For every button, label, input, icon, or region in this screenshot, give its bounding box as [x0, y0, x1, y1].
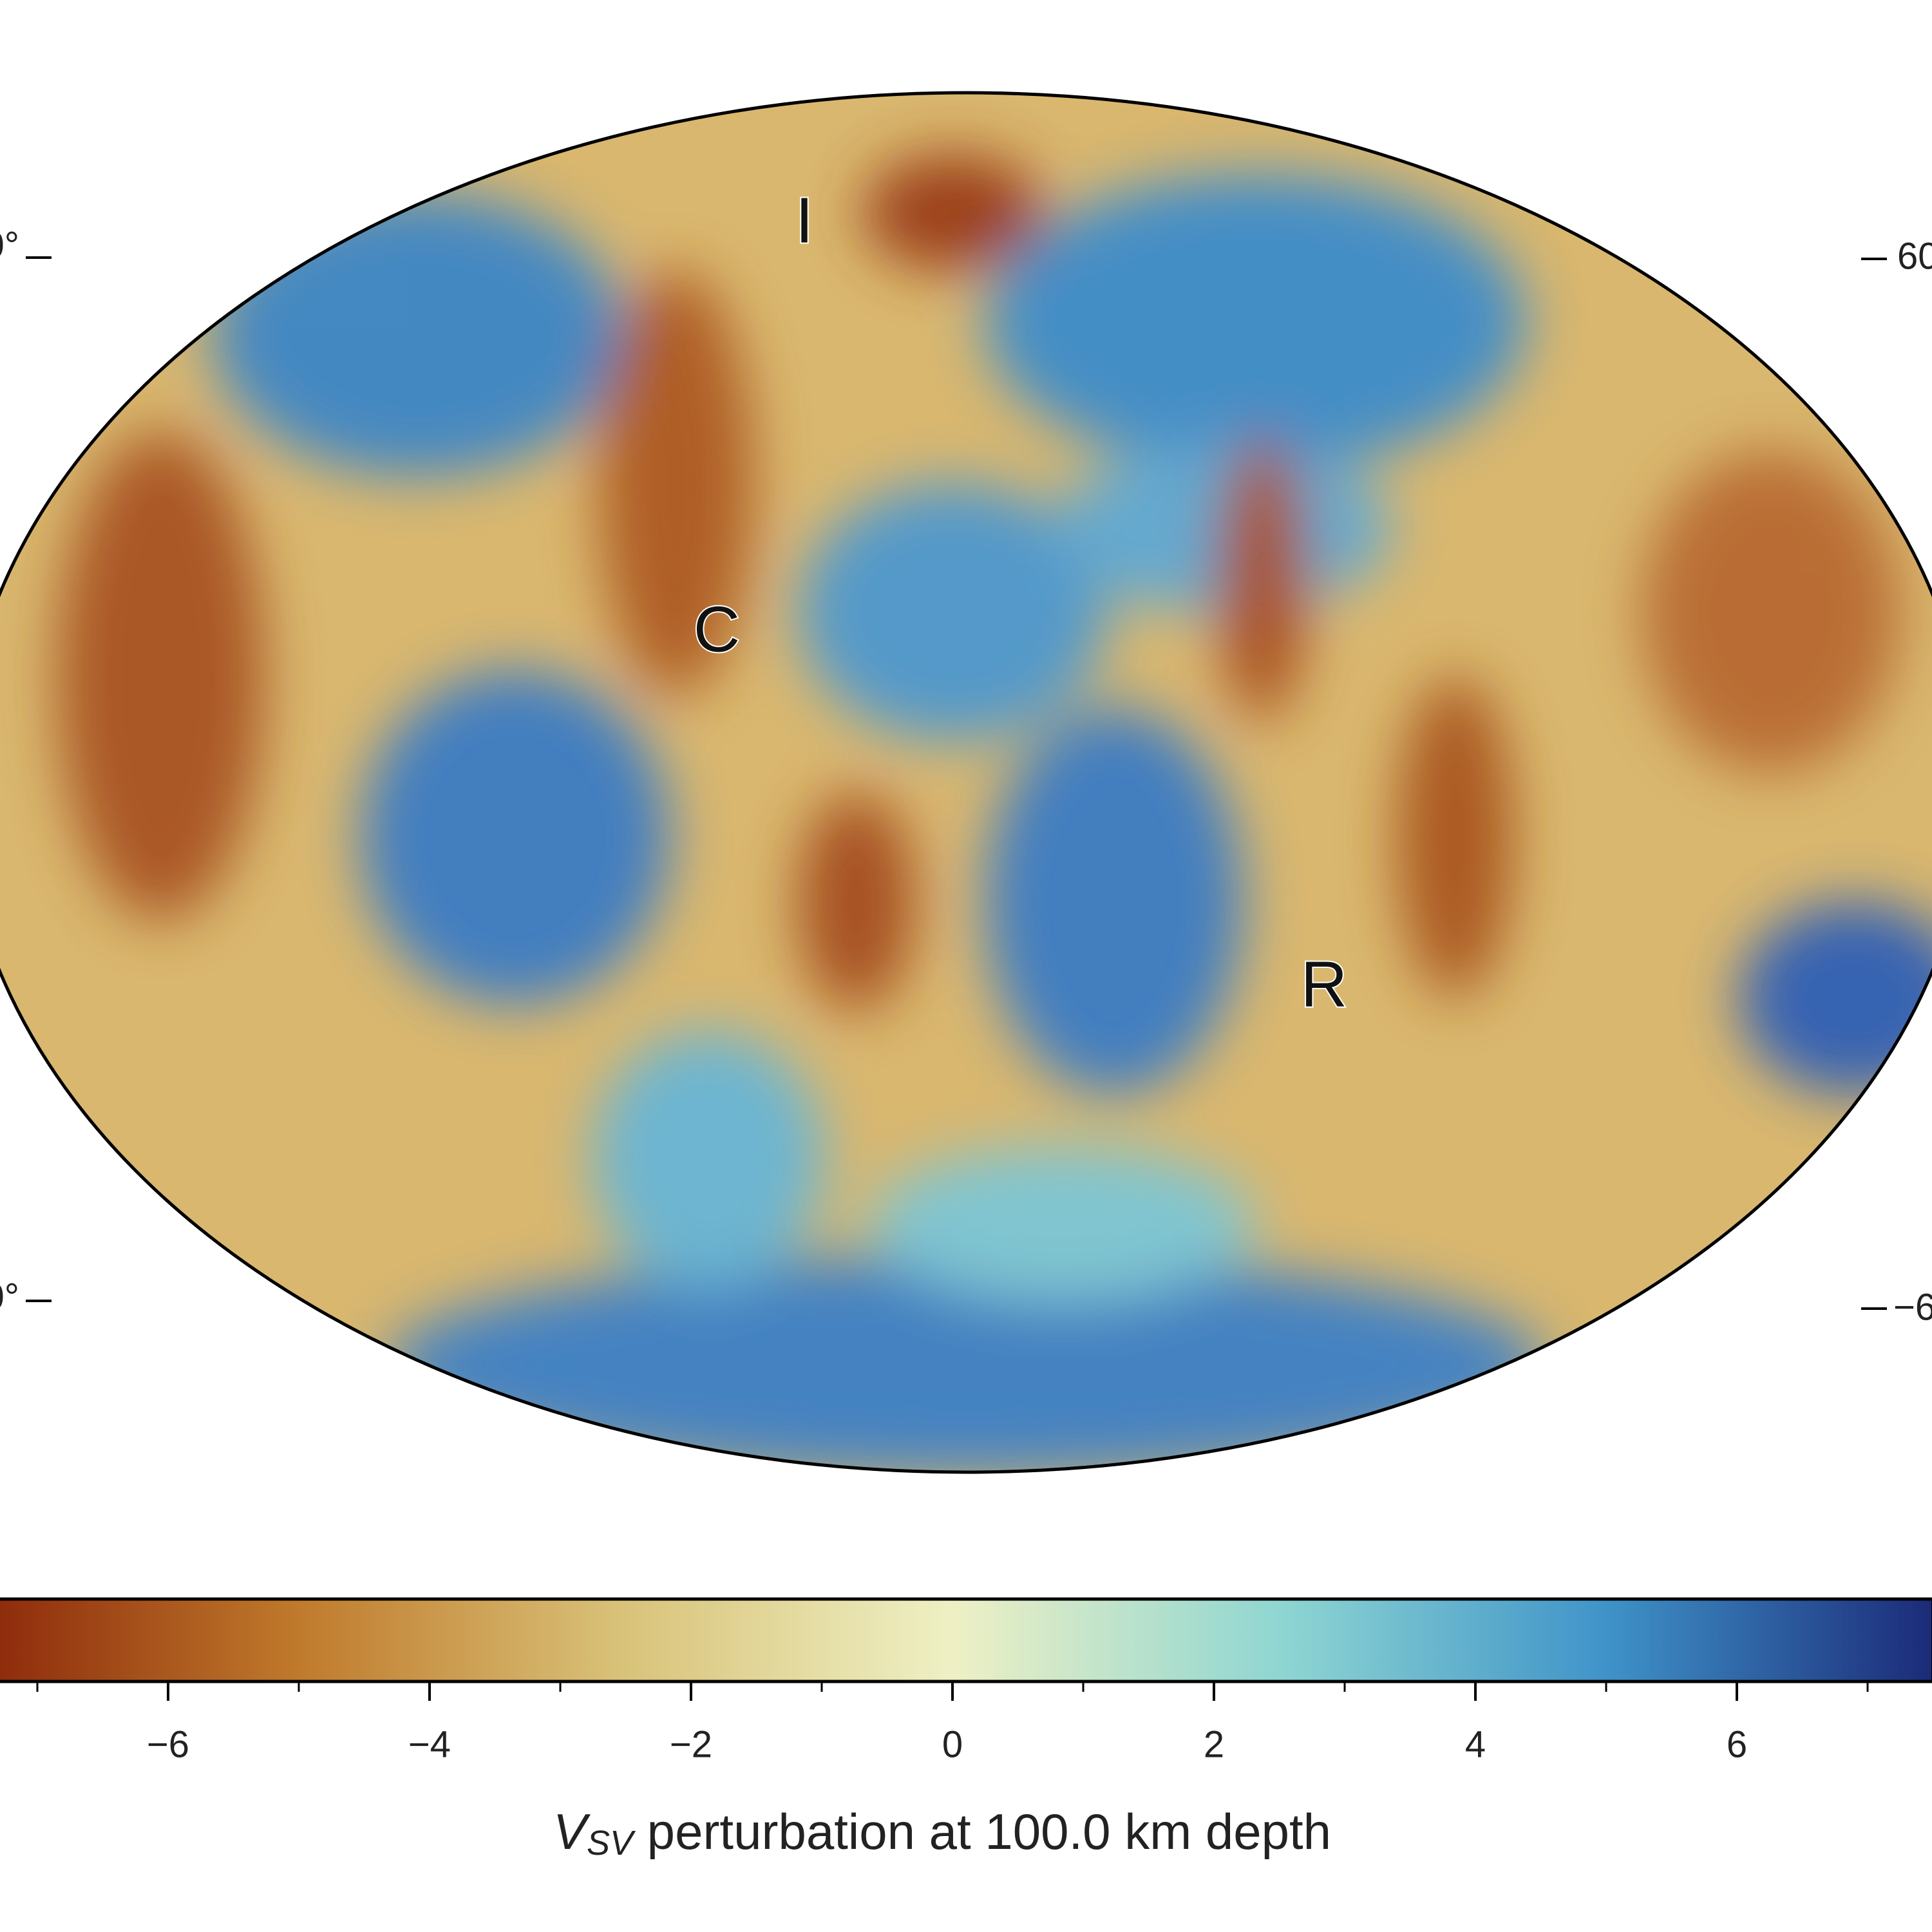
tick-label: 2 — [1204, 1723, 1224, 1765]
map-field — [0, 93, 1932, 1472]
lat-label: −60° — [1893, 1286, 1932, 1328]
region-label: C — [694, 593, 740, 665]
tick-label: −6 — [147, 1723, 189, 1765]
tick-label: 4 — [1465, 1723, 1486, 1765]
symbol: V — [553, 1803, 591, 1860]
tick-label: 0 — [942, 1723, 963, 1765]
tick-label: −2 — [670, 1723, 712, 1765]
map-frame — [0, 91, 1932, 1474]
title-text: perturbation at 100.0 km depth — [633, 1803, 1331, 1860]
tick-label: 6 — [1727, 1723, 1747, 1765]
tick-label: −4 — [408, 1723, 451, 1765]
colorbar-gradient — [0, 1597, 1932, 1683]
lat-label: 60° — [1897, 235, 1932, 277]
colorbar-title: VSV perturbation at 100.0 km depth — [553, 1803, 1331, 1863]
subscript: SV — [587, 1824, 636, 1862]
region-label: I — [795, 184, 813, 256]
lat-label: 60° — [0, 224, 19, 266]
region-label: R — [1301, 948, 1347, 1020]
lat-label: −60° — [0, 1276, 19, 1318]
colorbar: −6 −4 −2 0 2 4 6 — [0, 1597, 1932, 1765]
